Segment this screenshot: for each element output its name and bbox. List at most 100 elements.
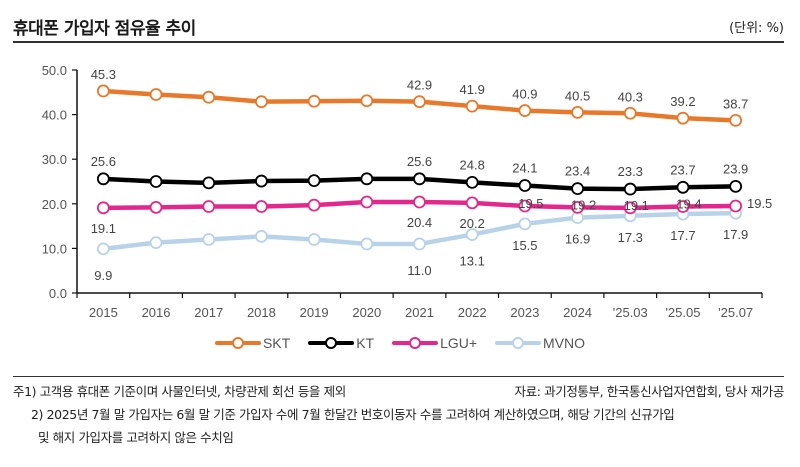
data-point-mvno: [256, 231, 267, 242]
legend-label: MVNO: [543, 335, 585, 351]
legend: SKT KT LGU+ MVNO: [0, 335, 800, 351]
data-point-skt: [467, 101, 478, 112]
data-point-skt: [361, 95, 372, 106]
data-point-mvno: [572, 212, 583, 223]
x-tick-label: '25.03: [613, 305, 648, 320]
data-point-skt: [519, 105, 530, 116]
data-label-skt: 45.3: [91, 67, 116, 82]
x-tick-label: '25.07: [718, 305, 753, 320]
data-point-mvno: [98, 243, 109, 254]
y-tick-label: 40.0: [42, 108, 67, 123]
footnote-divider: [13, 376, 784, 377]
x-tick-label: 2018: [247, 305, 276, 320]
data-label-skt: 38.7: [723, 96, 748, 111]
data-label-mvno: 17.3: [618, 230, 643, 245]
data-point-lgu: [414, 197, 425, 208]
data-point-kt: [467, 177, 478, 188]
data-label-mvno: 11.0: [407, 263, 431, 278]
data-point-lgu: [309, 200, 320, 211]
data-label-mvno: 15.5: [512, 238, 537, 253]
legend-swatch-mvno: [495, 336, 541, 350]
data-label-skt: 42.9: [407, 78, 432, 93]
footnote-2-line-2: 및 해지 가입자를 고려하지 않은 수치임: [38, 427, 233, 446]
legend-item-kt: KT: [308, 335, 374, 351]
data-point-lgu: [730, 201, 741, 212]
data-point-lgu: [203, 201, 214, 212]
data-label-lgu: 19.1: [91, 221, 116, 236]
data-point-kt: [203, 177, 214, 188]
x-tick-label: 2015: [89, 305, 118, 320]
y-tick-label: 30.0: [42, 152, 67, 167]
data-point-lgu: [256, 201, 267, 212]
source-note: 자료: 과기정통부, 한국통신사업자연합회, 당사 재가공: [515, 381, 784, 400]
data-label-lgu: 19.1: [624, 198, 649, 213]
data-point-mvno: [203, 234, 214, 245]
data-label-mvno: 13.1: [460, 254, 485, 269]
data-point-lgu: [467, 197, 478, 208]
data-point-kt: [677, 182, 688, 193]
data-point-kt: [572, 183, 583, 194]
legend-swatch-skt: [215, 336, 261, 350]
data-label-kt: 23.4: [565, 164, 590, 179]
legend-item-skt: SKT: [215, 335, 290, 351]
x-tick-label: 2017: [194, 305, 223, 320]
x-tick-label: 2024: [563, 305, 592, 320]
y-tick-label: 0.0: [49, 286, 67, 301]
data-point-mvno: [361, 238, 372, 249]
data-point-kt: [361, 173, 372, 184]
data-label-skt: 40.5: [565, 88, 590, 103]
data-point-kt: [309, 175, 320, 186]
data-point-mvno: [414, 238, 425, 249]
data-point-skt: [625, 108, 636, 119]
y-tick-label: 10.0: [42, 241, 67, 256]
legend-swatch-kt: [308, 336, 354, 350]
x-tick-label: 2023: [510, 305, 539, 320]
data-point-skt: [730, 115, 741, 126]
data-label-mvno: 9.9: [94, 268, 112, 283]
data-point-lgu: [361, 197, 372, 208]
data-point-skt: [203, 92, 214, 103]
data-label-kt: 25.6: [91, 154, 116, 169]
data-point-kt: [730, 181, 741, 192]
legend-swatch-lgu: [392, 336, 438, 350]
data-label-skt: 40.3: [618, 89, 643, 104]
line-chart: 0.0 10.0 20.0 30.0 40.0 50.0 2015 2016 2017 2018 2…: [0, 0, 800, 330]
data-label-kt: 24.1: [512, 161, 537, 176]
legend-item-lgu: LGU+: [392, 335, 477, 351]
data-label-mvno: 17.7: [670, 228, 695, 243]
data-point-kt: [98, 173, 109, 184]
x-tick-label: '25.05: [665, 305, 700, 320]
data-point-mvno: [519, 218, 530, 229]
data-point-skt: [98, 85, 109, 96]
x-tick-label: 2022: [458, 305, 487, 320]
y-tick-label: 20.0: [42, 197, 67, 212]
y-tick-label: 50.0: [42, 63, 67, 78]
x-tick-label: 2019: [300, 305, 329, 320]
data-point-skt: [677, 113, 688, 124]
footnote-1: 주1) 고객용 휴대폰 기준이며 사물인터넷, 차량관제 회선 등을 제외: [13, 381, 346, 400]
data-point-skt: [572, 107, 583, 118]
data-point-skt: [256, 96, 267, 107]
data-label-kt: 23.3: [618, 164, 643, 179]
data-point-skt: [309, 96, 320, 107]
data-label-lgu: 20.2: [460, 216, 485, 231]
data-label-skt: 40.9: [512, 87, 537, 102]
series-kt: [98, 173, 741, 194]
data-point-skt: [151, 89, 162, 100]
data-label-mvno: 17.9: [723, 227, 748, 242]
legend-label: SKT: [263, 335, 290, 351]
x-tick-label: 2020: [352, 305, 381, 320]
x-tick-label: 2021: [405, 305, 434, 320]
data-label-kt: 23.9: [723, 161, 748, 176]
data-point-lgu: [98, 202, 109, 213]
x-tick-label: 2016: [142, 305, 171, 320]
legend-marker: [409, 337, 421, 349]
data-label-kt: 25.6: [407, 154, 432, 169]
data-point-kt: [256, 176, 267, 187]
data-label-lgu: 19.2: [571, 197, 596, 212]
data-label-skt: 41.9: [460, 82, 485, 97]
data-point-mvno: [309, 234, 320, 245]
legend-marker: [512, 337, 524, 349]
data-label-kt: 24.8: [460, 157, 485, 172]
data-label-lgu: 19.5: [747, 196, 772, 211]
